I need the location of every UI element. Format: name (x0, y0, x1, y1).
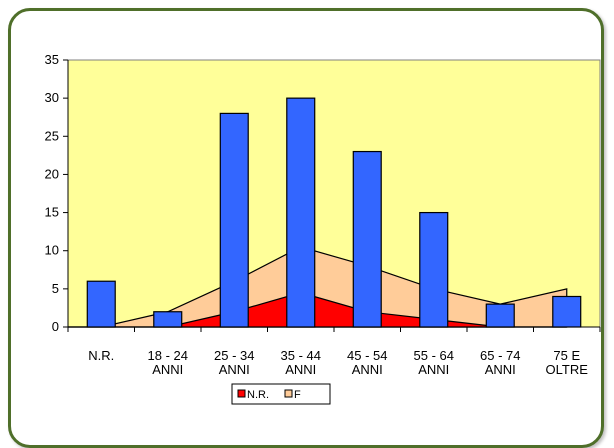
y-tick-label: 35 (45, 52, 59, 67)
legend (231, 383, 331, 405)
y-tick-label: 30 (45, 90, 59, 105)
legend-label-1: N.R. (247, 389, 269, 401)
chart: 0 5 10 15 20 25 30 35 N.R. 18 - 24 ANNI 25 - 34 ANNI… (45, 52, 601, 405)
bar-5 (352, 150, 382, 328)
x-tick-label: 18 - 24 ANNI (148, 348, 188, 377)
legend-label-2: F (294, 389, 301, 401)
y-tick-label: 15 (45, 205, 59, 220)
bar-7 (485, 303, 515, 328)
bar-1 (86, 280, 116, 328)
y-tick-label: 0 (52, 319, 59, 334)
x-tick-label: 65 - 74 ANNI (480, 348, 520, 377)
bar-2 (153, 311, 183, 328)
x-tick-label: 75 E OLTRE (546, 348, 589, 377)
x-tick-label: N.R. (88, 348, 114, 363)
x-tick-label: 35 - 44 ANNI (281, 348, 321, 377)
y-tick-label: 5 (52, 281, 59, 296)
x-tick-label: 55 - 64 ANNI (414, 348, 454, 377)
bar-6 (419, 211, 449, 328)
bar-3 (219, 112, 249, 328)
legend-swatch-1 (237, 389, 246, 398)
bar-4 (286, 97, 316, 328)
y-tick-label: 25 (45, 128, 59, 143)
x-tick-label: 25 - 34 ANNI (214, 348, 254, 377)
y-tick-label: 10 (45, 243, 59, 258)
x-tick-label: 45 - 54 ANNI (347, 348, 387, 377)
bar-8 (552, 295, 582, 328)
y-tick-label: 20 (45, 166, 59, 181)
legend-swatch-2 (284, 389, 293, 398)
